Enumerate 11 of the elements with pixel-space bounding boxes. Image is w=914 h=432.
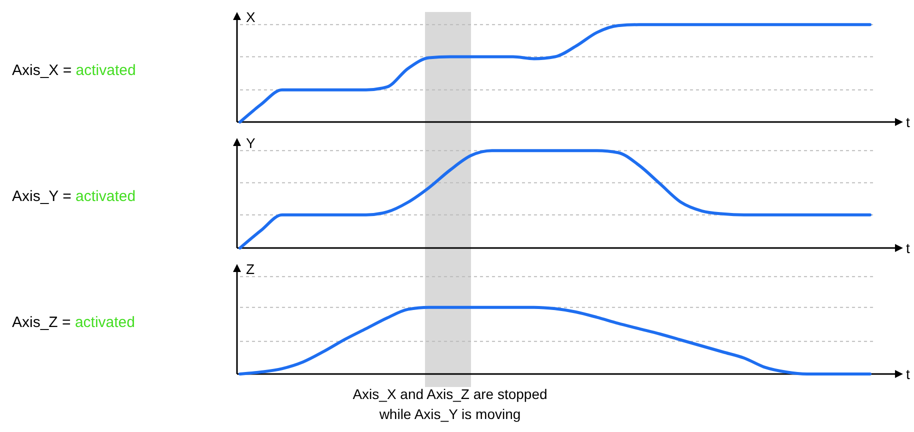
y-axis-title: Z [246,261,255,277]
x-axis-title: t [906,240,910,256]
y-axis-title: X [246,9,256,25]
text: Axis_Y = activated [12,188,136,205]
y-axis-title: Y [246,135,256,151]
x-axis-title: t [906,114,910,130]
text: Axis_X and Axis_Z are stopped [352,386,548,402]
x-axis-title: t [906,366,910,382]
text: Axis_X = activated [12,62,136,79]
text: Axis_Z = activated [12,314,135,331]
text: while Axis_Y is moving [378,406,521,422]
